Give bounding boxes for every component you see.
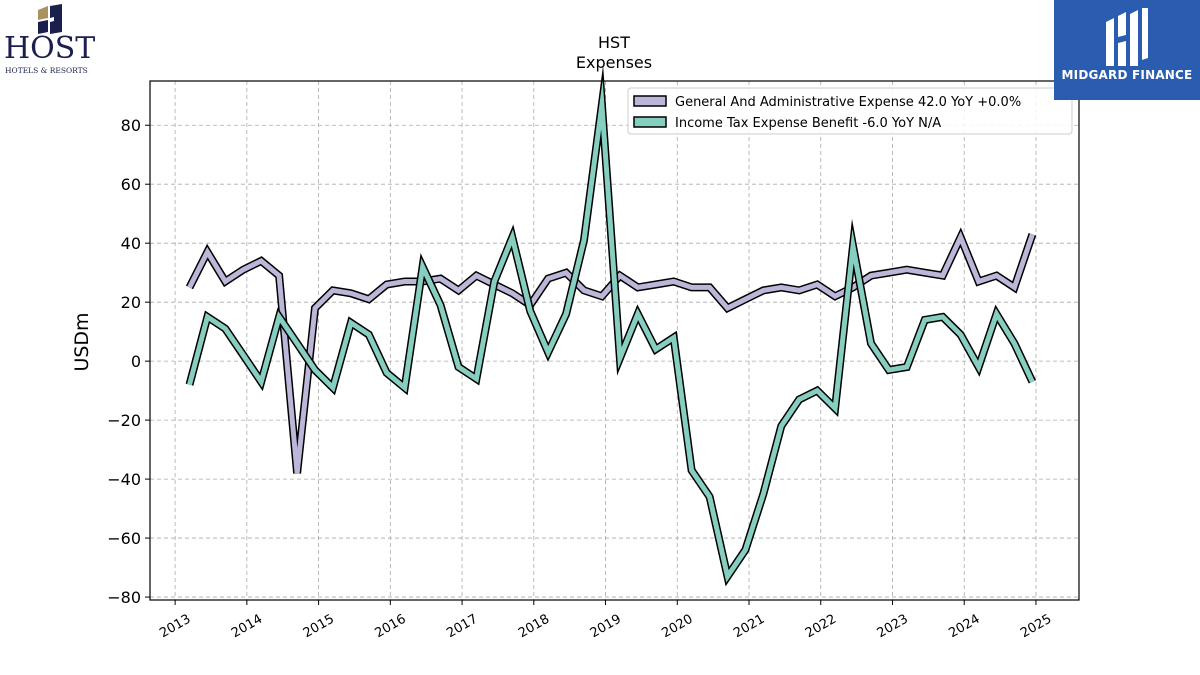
- chart-title: HST: [598, 33, 630, 52]
- y-tick-label: 40: [121, 234, 141, 253]
- host-logo-wordmark: HOST: [4, 31, 96, 66]
- series-line-1: [187, 79, 1035, 583]
- series-outline-1: [185, 64, 1037, 587]
- y-tick-label: −20: [107, 411, 141, 430]
- host-emblem-icon: [38, 4, 62, 34]
- x-tick-label: 2014: [229, 612, 265, 642]
- x-axis-ticks: 2013 2014 2015 2016 2017 2018 2019 2020 2021 2022…: [157, 600, 1054, 641]
- legend-label: Income Tax Expense Benefit -6.0 YoY N/A: [675, 116, 941, 131]
- x-tick-label: 2019: [588, 612, 624, 642]
- x-tick-label: 2024: [946, 612, 982, 642]
- x-tick-label: 2022: [803, 612, 839, 642]
- series-lines: [185, 64, 1037, 587]
- midgard-emblem-icon: [1106, 8, 1148, 66]
- midgard-finance-wordmark: MIDGARD FINANCE: [1061, 68, 1193, 82]
- x-tick-label: 2013: [157, 612, 193, 642]
- host-logo-subtitle: HOTELS & RESORTS: [5, 66, 88, 75]
- midgard-finance-logo: MIDGARD FINANCE: [1054, 0, 1200, 100]
- x-tick-label: 2018: [516, 612, 552, 642]
- y-tick-label: 60: [121, 175, 141, 194]
- y-axis-label: USDm: [71, 312, 93, 371]
- y-tick-label: 20: [121, 293, 141, 312]
- y-tick-label: −80: [107, 588, 141, 607]
- legend-label: General And Administrative Expense 42.0 …: [675, 95, 1021, 110]
- legend-box: [627, 87, 1073, 135]
- x-tick-label: 2021: [731, 612, 767, 642]
- y-tick-label: −60: [107, 529, 141, 548]
- legend-swatch: [633, 116, 667, 128]
- x-tick-label: 2023: [875, 612, 911, 642]
- x-tick-label: 2025: [1018, 612, 1054, 642]
- x-tick-label: 2016: [372, 612, 408, 642]
- y-tick-label: 80: [121, 116, 141, 135]
- x-tick-label: 2015: [301, 612, 337, 642]
- grid: [150, 81, 1079, 600]
- x-tick-label: 2017: [444, 612, 480, 642]
- host-logo: HOST HOTELS & RESORTS: [4, 4, 104, 76]
- chart-subtitle: Expenses: [576, 53, 652, 72]
- plot-frame: [149, 80, 1080, 601]
- y-tick-label: 0: [131, 352, 141, 371]
- legend: General And Administrative Expense 42.0 …: [627, 87, 1073, 135]
- legend-swatch: [633, 95, 667, 107]
- y-tick-label: −40: [107, 470, 141, 489]
- x-tick-label: 2020: [659, 612, 695, 642]
- y-axis-ticks: −80 −60 −40 −20 0 20 40 60 80: [107, 116, 150, 607]
